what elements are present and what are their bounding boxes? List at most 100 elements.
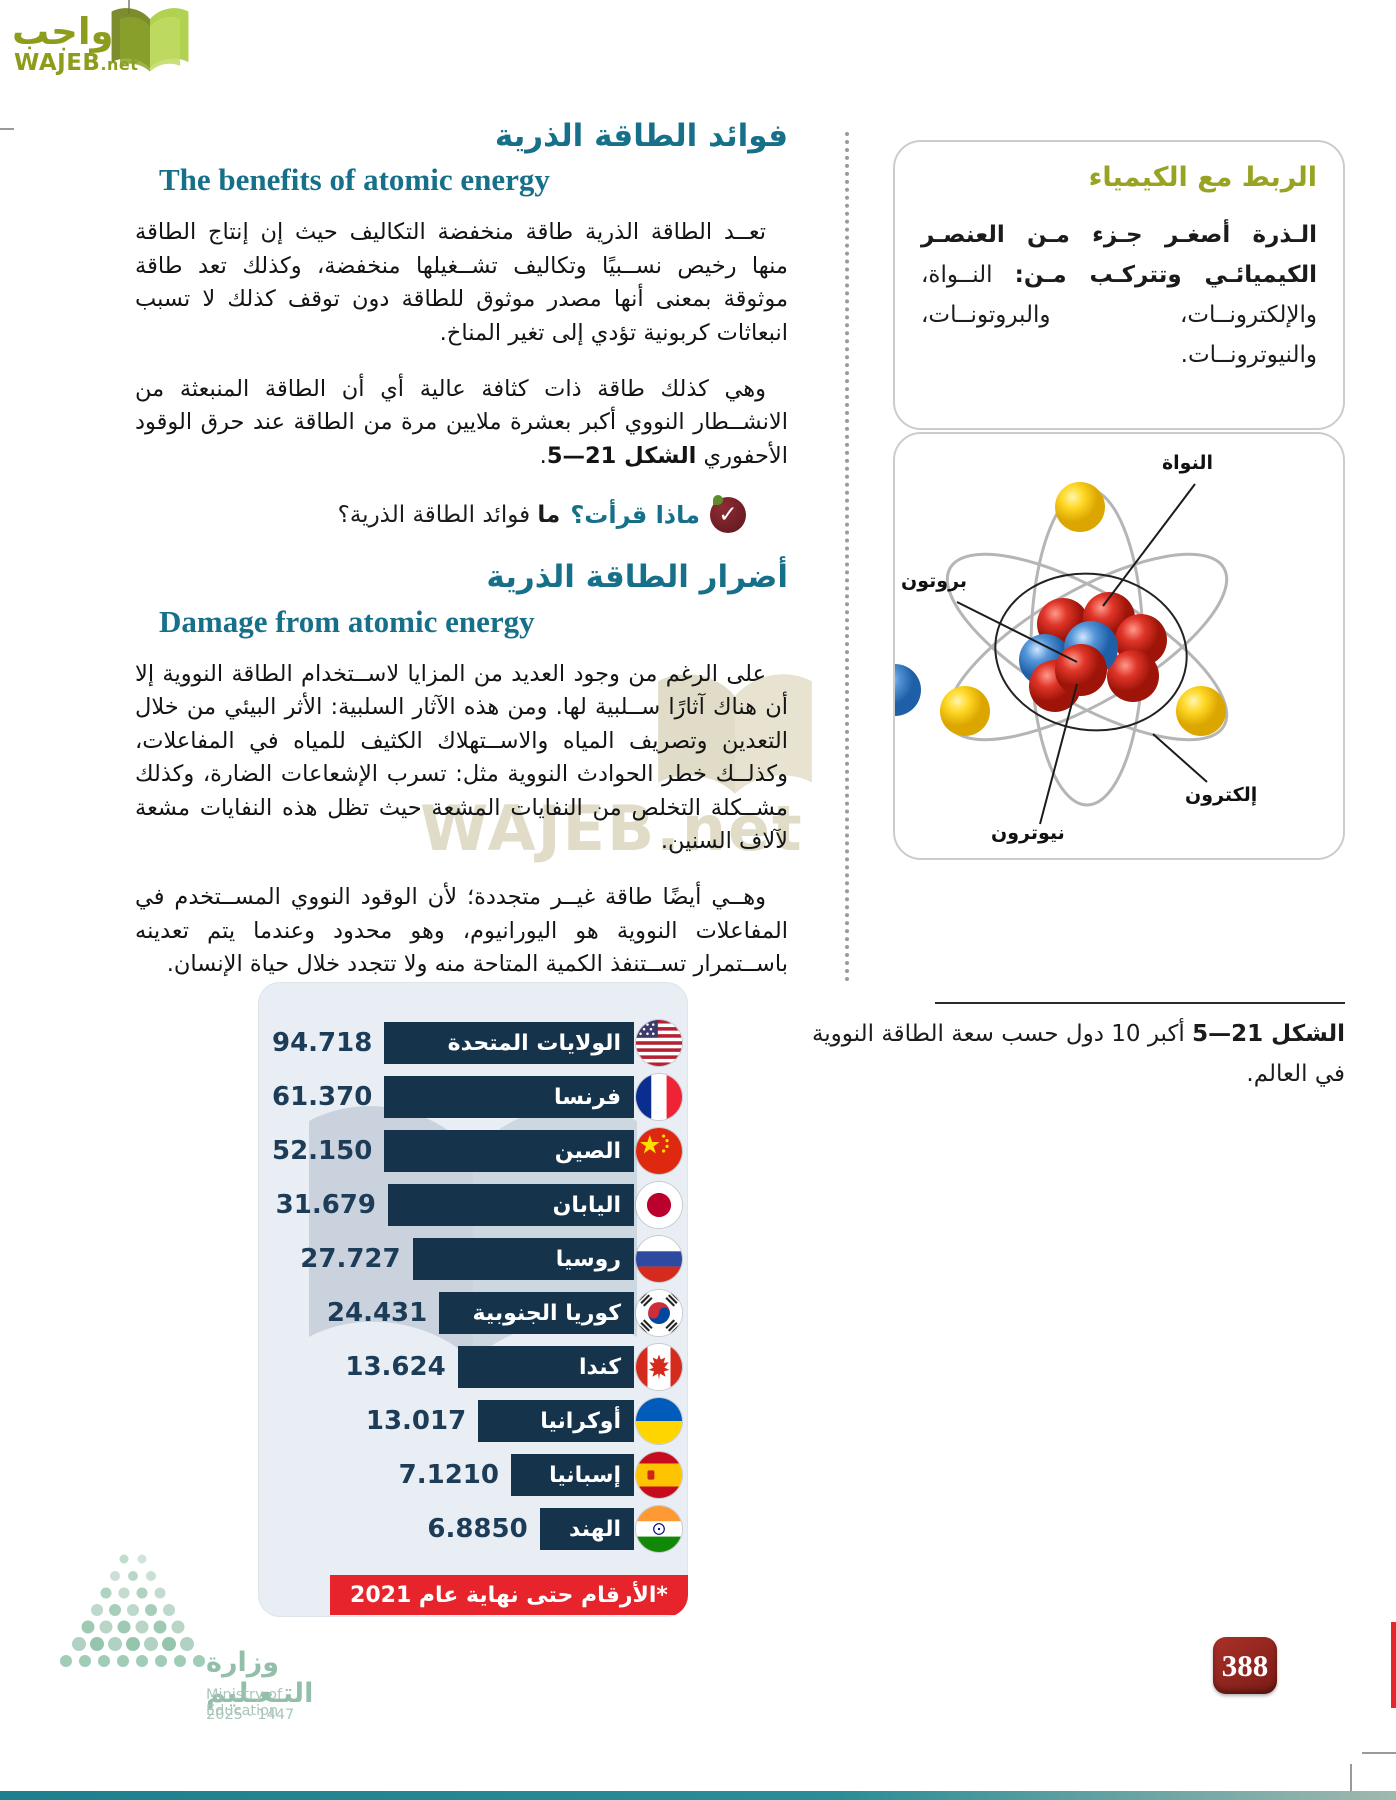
ministry-dots-icon (60, 1554, 205, 1667)
bar: إسبانيا (511, 1454, 634, 1496)
chart-rows: 94.718 الولايات المتحدة 61.370 فرنسا 52.150 ا… (272, 1020, 682, 1552)
chart-row: 24.431 كوريا الجنوبية (272, 1290, 682, 1336)
page-edge-mark (1391, 1622, 1396, 1708)
chart-row: 13.017 أوكرانيا (272, 1398, 682, 1444)
damage-paragraph-1: على الرغم من وجود العديد من المزايا لاسـ… (135, 660, 788, 855)
bar-country-label: أوكرانيا (540, 1408, 621, 1434)
bar-value: 61.370 (272, 1082, 373, 1112)
flag-ca-icon (636, 1344, 682, 1390)
bar-value: 13.624 (345, 1352, 446, 1382)
page-bottom-strip (0, 1791, 1396, 1800)
bar-country-label: روسيا (555, 1246, 621, 1272)
main-column: فوائد الطاقة الذرية The benefits of atom… (135, 118, 788, 1004)
chart-row: 94.718 الولايات المتحدة (272, 1020, 682, 1066)
reading-check: ✓ ماذا قرأت؟ ما فوائد الطاقة الذرية؟ (135, 495, 746, 534)
label-pointer-lines (956, 483, 1208, 825)
chart-footnote: *الأرقام حتى نهاية عام 2021 (330, 1575, 688, 1615)
flag-ua-icon (636, 1398, 682, 1444)
flag-jp-icon (636, 1182, 682, 1228)
flag-kr-icon (636, 1290, 682, 1336)
figure-caption: الشكل 21—5 أكبر 10 دول حسب سعة الطاقة ال… (811, 1021, 1345, 1087)
bar-value: 24.431 (326, 1298, 428, 1328)
bar: اليابان (388, 1184, 634, 1226)
bar-country-label: فرنسا (554, 1084, 621, 1110)
chemistry-link-body: الـذرة أصغـر جـزء مـن العنصـر الكيميائـي… (921, 222, 1317, 368)
chemistry-link-title: الربط مع الكيمياء (1088, 162, 1317, 193)
chart-row: 13.624 كندا (272, 1344, 682, 1390)
crop-mark (1362, 1752, 1396, 1754)
bar-country-label: الولايات المتحدة (447, 1030, 621, 1056)
caption-rule (935, 1002, 1345, 1004)
crop-mark (1350, 1764, 1352, 1800)
crop-mark (128, 0, 130, 14)
nucleus-label: النواة (1161, 452, 1213, 474)
bar-value: 7.1210 (398, 1460, 499, 1490)
bar: كندا (457, 1346, 634, 1388)
checkmark-icon: ✓ (710, 495, 746, 534)
bar: كوريا الجنوبية (439, 1292, 634, 1334)
nuclear-capacity-chart: 94.718 الولايات المتحدة 61.370 فرنسا 52.150 ا… (258, 982, 688, 1617)
bar: فرنسا (384, 1076, 634, 1118)
bar: الولايات المتحدة (384, 1022, 634, 1064)
ministry-name-ar: وزارة التـعـليم (206, 1647, 314, 1709)
benefits-paragraph-1: تعــد الطاقة الذرية طاقة منخفضة التكاليف… (135, 219, 788, 346)
electrons (940, 482, 1226, 736)
flag-us-icon (636, 1020, 682, 1066)
ministry-years: 2025 - 1447 (206, 1707, 295, 1723)
bar-value: 31.679 (275, 1190, 376, 1220)
page-number-badge: 388 (1213, 1637, 1277, 1694)
bar-value: 27.727 (300, 1244, 401, 1274)
bar-country-label: الصين (554, 1138, 621, 1164)
section-title-benefits-ar: فوائد الطاقة الذرية (494, 118, 788, 154)
bar-country-label: كوريا الجنوبية (472, 1300, 621, 1326)
flag-in-icon (636, 1506, 682, 1552)
section-title-damage-en: Damage from atomic energy (159, 603, 535, 639)
bar-country-label: إسبانيا (549, 1462, 621, 1488)
crop-mark (0, 128, 14, 130)
ministry-name-en: Ministry of Education (206, 1687, 283, 1719)
nucleus-cluster (869, 572, 1188, 732)
flag-es-icon (636, 1452, 682, 1498)
atom-diagram (869, 482, 1229, 825)
chart-row: 61.370 فرنسا (272, 1074, 682, 1120)
flag-cn-icon (636, 1128, 682, 1174)
bar-value: 52.150 (272, 1136, 373, 1166)
benefits-paragraph-2: وهي كذلك طاقة ذات كثافة عالية أي أن الطا… (135, 375, 788, 469)
chart-row: 6.8850 الهند (272, 1506, 682, 1552)
electron-label: إلكترون (1185, 784, 1258, 806)
reading-check-question: ما فوائد الطاقة الذرية؟ (337, 502, 561, 529)
chart-row: 27.727 روسيا (272, 1236, 682, 1282)
proton-label: بروتون (901, 570, 968, 592)
bar: أوكرانيا (478, 1400, 634, 1442)
reading-check-label: ماذا قرأت؟ (570, 501, 700, 530)
wajeb-logo: واجب WAJEB.net (8, 6, 208, 81)
bar: الصين (384, 1130, 634, 1172)
section-title-damage-ar: أضرار الطاقة الذرية (486, 559, 788, 596)
section-title-benefits-en: The benefits of atomic energy (159, 162, 550, 198)
figure-caption-label: الشكل 21—5 (1192, 1021, 1345, 1047)
wajeb-logo-arabic: واجب (12, 10, 114, 53)
bar-country-label: كندا (578, 1354, 621, 1380)
open-book-icon (111, 8, 189, 72)
bar-value: 94.718 (272, 1028, 373, 1058)
ministry-logo: وزارة التـعـليم Ministry of Education 20… (58, 1545, 358, 1723)
bar-country-label: اليابان (552, 1192, 621, 1218)
chart-row: 31.679 اليابان (272, 1182, 682, 1228)
chemistry-link-box: الربط مع الكيمياء الـذرة أصغـر جـزء مـن … (893, 140, 1345, 430)
flag-ru-icon (636, 1236, 682, 1282)
figure-reference: الشكل 21—5 (546, 442, 697, 469)
chart-row: 52.150 الصين (272, 1128, 682, 1174)
bar: روسيا (412, 1238, 634, 1280)
chart-row: 7.1210 إسبانيا (272, 1452, 682, 1498)
bar-country-label: الهند (568, 1516, 621, 1542)
flag-fr-icon (636, 1074, 682, 1120)
bar-value: 6.8850 (427, 1514, 528, 1544)
bar: الهند (539, 1508, 634, 1550)
page-number: 388 (1221, 1647, 1269, 1683)
neutron-label: نيوترون (991, 822, 1065, 844)
atom-figure-box: النواة بروتون نيوترون إلكترون (869, 432, 1345, 860)
bar-value: 13.017 (365, 1406, 467, 1436)
damage-paragraph-2: وهــي أيضًا طاقة غيــر متجددة؛ لأن الوقو… (135, 884, 788, 978)
column-divider (845, 132, 849, 982)
